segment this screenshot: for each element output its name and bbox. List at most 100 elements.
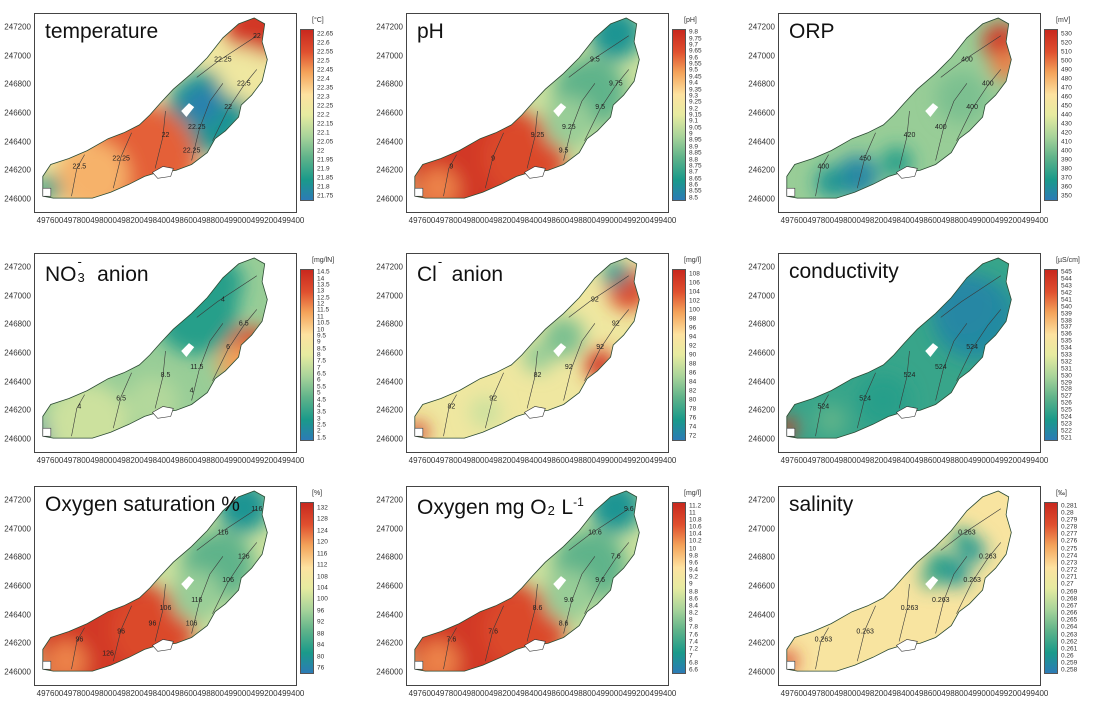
contour-value-label: 126	[102, 650, 114, 657]
lake-fill	[414, 18, 640, 199]
contour-value-label: 524	[966, 344, 978, 351]
value-zone	[225, 18, 268, 58]
color-scale-label: 12	[317, 300, 325, 308]
color-scale-label: 536	[1061, 330, 1072, 338]
color-scale-label: 0.267	[1061, 602, 1078, 610]
color-scale-label: 545	[1061, 268, 1072, 276]
y-axis-ticks: 247200 247000 246800 246600 246400 246200 2460…	[372, 486, 403, 686]
color-scale-label: 0.274	[1061, 552, 1078, 560]
color-scale-label: 86	[689, 369, 697, 377]
color-scale-unit: [mg/lN]	[312, 257, 335, 264]
panel-title: pH	[417, 20, 444, 44]
color-scale-label: 96	[689, 324, 697, 332]
contour-value-label: 400	[818, 163, 830, 170]
color-scale-label: 380	[1061, 165, 1072, 173]
value-zone	[935, 71, 988, 124]
color-scale-bar	[1044, 502, 1058, 674]
isoline	[113, 372, 132, 429]
y-tick-label: 246200	[376, 638, 403, 648]
x-axis-ticks: 497600 497800 498000 498200 498400 498600 4988…	[778, 216, 1049, 228]
isoline	[212, 309, 258, 381]
color-scale-label: 9.35	[689, 86, 702, 94]
x-tick-label: 498800	[569, 456, 597, 465]
contour-value-label: 22	[253, 33, 261, 40]
x-tick-label: 497600	[36, 456, 64, 465]
color-scale-label: 11.5	[317, 306, 330, 314]
inlet-marker	[414, 187, 424, 197]
color-scale-label: 9.8	[689, 28, 699, 36]
color-scale-label: 8.9	[689, 143, 699, 151]
inlet-marker	[414, 427, 424, 437]
color-scale-label: 420	[1061, 129, 1072, 137]
y-tick-label: 246200	[376, 405, 403, 415]
map-plot-area: 4 6.5 8.5 11.5 6 4 6.5 4 NO -3 anion	[34, 253, 297, 453]
color-scale-label: 94	[689, 333, 697, 341]
x-tick-label: 498000	[462, 456, 489, 465]
isoline	[935, 83, 968, 161]
contour-value-label: 9.25	[531, 132, 545, 139]
color-scale-bar	[1044, 29, 1058, 201]
x-axis-ticks: 497600 497800 498000 498200 498400 498600 4988…	[778, 689, 1049, 701]
color-scale-label: 520	[1061, 39, 1072, 47]
color-scale-label: 132	[317, 504, 328, 512]
contour-value-label: 96	[149, 621, 157, 628]
color-scale-label: 8.85	[689, 149, 702, 157]
color-scale-unit: [‰]	[1056, 490, 1067, 497]
contour-value-label: 0.263	[958, 530, 976, 537]
y-tick-label: 246600	[376, 348, 403, 358]
color-scale-label: 8.8	[689, 156, 699, 164]
color-scale-label: 22	[317, 147, 325, 155]
contour-value-label: 8.6	[533, 605, 543, 612]
x-tick-label: 498400	[887, 216, 915, 225]
isoline	[815, 627, 829, 670]
contour-value-label: 116	[191, 597, 202, 604]
shore-notch	[925, 576, 939, 590]
y-tick-label: 246000	[748, 194, 775, 204]
x-tick-label: 498400	[515, 216, 543, 225]
color-scale-label: 0.269	[1061, 588, 1078, 596]
isoline	[935, 323, 968, 401]
color-scale-legend: [pH] 9.8 9.75 9.7 9.65 9.6 9.55 9.5 9.45 9.4 9.35 9…	[672, 13, 732, 213]
shore-notch	[925, 343, 939, 357]
y-tick-label: 246000	[376, 667, 403, 677]
y-tick-label: 247000	[748, 524, 775, 534]
y-tick-label: 246400	[4, 610, 31, 620]
x-tick-label: 498800	[941, 689, 969, 698]
panel-title: ORP	[789, 20, 835, 44]
x-tick-label: 499000	[596, 689, 623, 698]
color-scale-label: 523	[1061, 420, 1072, 428]
x-tick-label: 498000	[834, 689, 861, 698]
map-panel-4: 247200 247000 246800 246600 246400 246200 2460…	[0, 245, 362, 475]
contour-value-label: 22	[224, 104, 232, 111]
color-scale-label: 22.35	[317, 84, 334, 92]
isoline	[956, 542, 1002, 614]
x-tick-label: 499200	[250, 689, 278, 698]
x-tick-label: 498600	[914, 216, 942, 225]
color-scale-legend: [°C] 22.65 22.6 22.55 22.5 22.45 22.4 22.35 22.3…	[300, 13, 360, 213]
island	[152, 639, 174, 652]
panel-title-sub: 2	[547, 503, 555, 518]
color-scale-label: 0.273	[1061, 559, 1078, 567]
color-scale-label: 108	[317, 573, 328, 581]
color-scale-label: 8.5	[317, 345, 327, 353]
contour-value-label: 524	[935, 364, 947, 371]
x-tick-label: 498000	[462, 216, 489, 225]
color-scale-label: 112	[317, 561, 328, 569]
x-tick-label: 498800	[197, 689, 225, 698]
contour-value-label: 6.5	[239, 320, 249, 327]
color-scale-label: 0.26	[1061, 652, 1074, 660]
x-tick-label: 497800	[63, 216, 91, 225]
color-scale-legend: [µS/cm] 545 544 543 542 541 540 539 538 537 536 535…	[1044, 253, 1104, 453]
y-tick-label: 246200	[376, 165, 403, 175]
color-scale-label: 7.8	[689, 623, 699, 631]
color-scale-bar	[300, 269, 314, 441]
contour-value-label: 400	[982, 80, 994, 87]
color-scale-label: 9.25	[689, 98, 702, 106]
color-scale-label: 11.2	[689, 502, 702, 510]
contour-value-label: 22.5	[73, 163, 87, 170]
shore-notch	[181, 343, 195, 357]
map-plot-area: 524 524 524 524 524 conductivity	[778, 253, 1041, 453]
y-axis-ticks: 247200 247000 246800 246600 246400 246200 2460…	[744, 253, 775, 453]
color-scale-label: 11	[689, 509, 696, 517]
